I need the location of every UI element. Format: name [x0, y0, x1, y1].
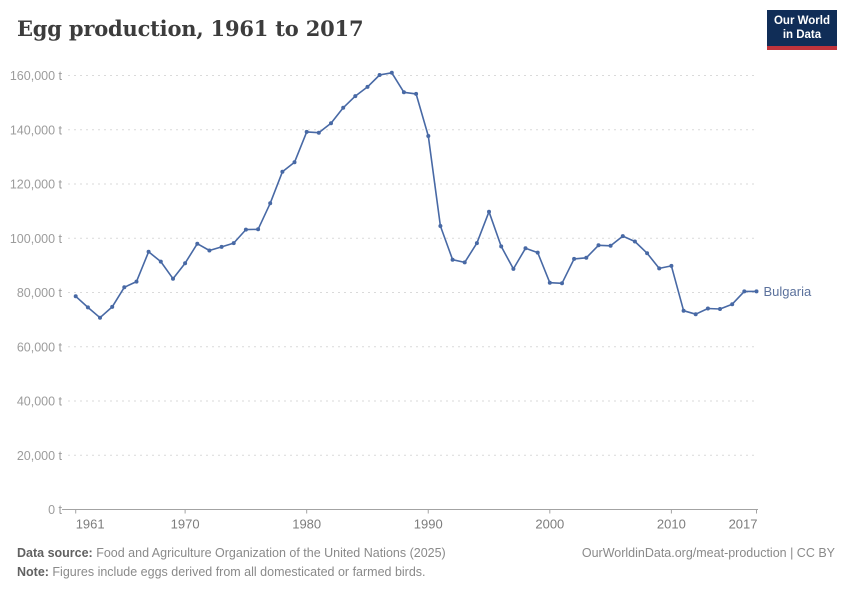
note-text: Figures include eggs derived from all do… — [48, 565, 426, 579]
data-point — [474, 241, 479, 246]
data-point — [414, 91, 419, 96]
data-point — [353, 94, 358, 99]
y-tick-label: 40,000 t — [17, 395, 63, 409]
data-point — [134, 279, 139, 284]
data-point — [572, 256, 577, 261]
note-label: Note: — [17, 565, 49, 579]
data-point — [645, 251, 650, 256]
y-tick-label: 100,000 t — [10, 232, 63, 246]
x-tick-label: 2000 — [535, 517, 564, 532]
data-point — [231, 241, 236, 246]
data-point — [304, 129, 309, 134]
data-point — [669, 263, 674, 268]
data-source-text: Food and Agriculture Organization of the… — [92, 546, 446, 560]
data-point — [547, 280, 552, 285]
x-tick-label: 1970 — [171, 517, 200, 532]
data-point — [596, 243, 601, 248]
data-point — [171, 276, 175, 281]
data-source-line: Data source: Food and Agriculture Organi… — [17, 544, 446, 563]
data-point — [608, 243, 613, 248]
data-point — [73, 294, 78, 299]
data-point — [341, 105, 346, 110]
x-tick-label: 2010 — [657, 517, 686, 532]
data-point — [280, 169, 285, 174]
data-point — [183, 261, 188, 266]
x-tick-label: 1990 — [414, 517, 443, 532]
data-point — [693, 312, 698, 317]
data-point — [219, 244, 224, 249]
data-point — [365, 84, 370, 89]
y-tick-label: 160,000 t — [10, 69, 63, 83]
owid-logo-line2: in Data — [782, 29, 822, 42]
data-point — [146, 249, 151, 254]
data-point — [754, 289, 759, 294]
y-tick-label: 120,000 t — [10, 178, 63, 192]
owid-logo: Our World in Data — [766, 10, 837, 50]
x-tick-label: 1980 — [292, 517, 321, 532]
note-line: Note: Figures include eggs derived from … — [17, 565, 426, 579]
data-point — [158, 259, 163, 264]
data-point — [584, 255, 589, 260]
citation-link[interactable]: OurWorldinData.org/meat-production | CC … — [581, 546, 835, 560]
y-tick-label: 60,000 t — [17, 340, 63, 354]
data-source-label: Data source: — [17, 546, 93, 560]
data-point — [268, 201, 273, 206]
data-point — [98, 315, 102, 320]
data-point — [195, 241, 200, 246]
data-point — [389, 70, 394, 75]
data-point — [292, 160, 297, 165]
data-point — [110, 304, 115, 309]
y-tick-label: 80,000 t — [17, 286, 63, 300]
data-point — [377, 73, 382, 77]
chart-title: Egg production, 1961 to 2017 — [17, 16, 364, 41]
entity-label: Bulgaria — [763, 284, 811, 299]
data-point — [438, 224, 443, 228]
y-tick-label: 0 t — [48, 503, 62, 517]
data-point — [730, 302, 735, 307]
data-point — [632, 239, 637, 244]
chart-footer: Data source: Food and Agriculture Organi… — [17, 544, 835, 582]
data-point — [122, 285, 127, 290]
data-point — [462, 260, 467, 265]
data-point — [329, 121, 333, 126]
data-point — [523, 246, 528, 251]
data-point — [316, 130, 321, 135]
data-point — [426, 134, 431, 138]
data-point — [243, 227, 248, 232]
data-point — [620, 234, 625, 239]
data-point — [657, 266, 662, 271]
data-point — [705, 306, 710, 311]
data-point — [450, 257, 455, 262]
data-point — [742, 289, 747, 294]
x-tick-label: 1961 — [76, 517, 105, 532]
data-point — [499, 244, 504, 249]
y-tick-label: 140,000 t — [10, 123, 63, 137]
owid-logo-line1: Our World — [773, 15, 830, 27]
data-point — [401, 90, 406, 95]
y-tick-label: 20,000 t — [17, 449, 63, 463]
data-point — [511, 266, 516, 271]
data-point — [85, 305, 90, 310]
data-point — [256, 227, 261, 232]
data-point — [535, 250, 540, 255]
data-point — [207, 248, 212, 253]
x-tick-label: 2017 — [729, 517, 758, 532]
data-point — [681, 308, 686, 313]
series-line-bulgaria — [74, 72, 758, 319]
data-point — [718, 307, 722, 311]
data-point — [487, 209, 491, 214]
data-point — [560, 281, 564, 286]
